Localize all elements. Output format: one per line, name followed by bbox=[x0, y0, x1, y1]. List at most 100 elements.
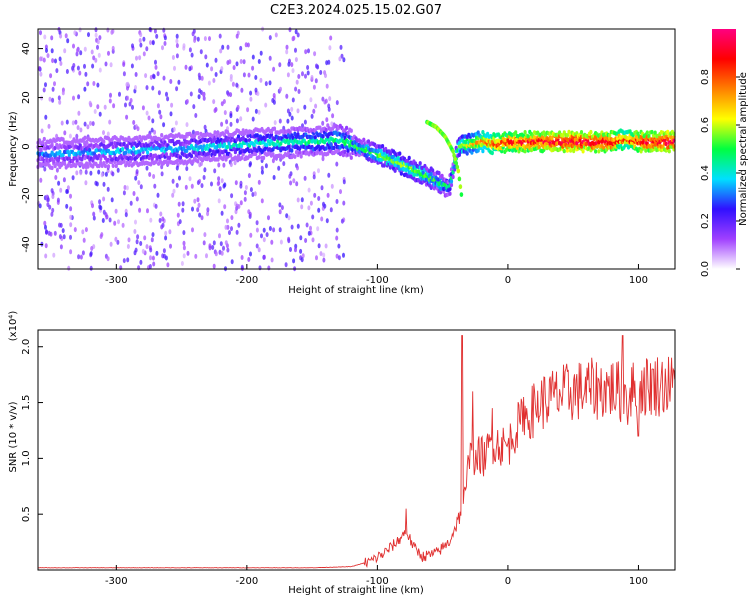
noise-speckle bbox=[69, 222, 73, 228]
x-tick-label: 100 bbox=[629, 576, 648, 587]
noise-speckle bbox=[294, 29, 298, 35]
noise-speckle bbox=[267, 265, 271, 271]
noise-speckle bbox=[240, 264, 244, 270]
ridge-cell bbox=[75, 158, 79, 163]
noise-speckle bbox=[59, 222, 63, 228]
noise-speckle bbox=[278, 118, 282, 124]
noise-speckle bbox=[175, 53, 179, 59]
noise-speckle bbox=[169, 111, 173, 117]
ridge-cell bbox=[244, 138, 248, 143]
noise-speckle bbox=[39, 56, 43, 62]
noise-speckle bbox=[278, 202, 282, 208]
noise-speckle bbox=[63, 130, 67, 136]
noise-speckle bbox=[98, 204, 102, 210]
branch-cell bbox=[457, 176, 462, 182]
noise-speckle bbox=[184, 184, 188, 190]
noise-speckle bbox=[214, 72, 218, 77]
ridge-cell bbox=[127, 162, 131, 168]
noise-speckle bbox=[178, 219, 182, 225]
noise-speckle bbox=[103, 104, 107, 110]
ridge-cell bbox=[348, 152, 352, 157]
noise-speckle bbox=[106, 27, 110, 33]
noise-speckle bbox=[67, 265, 71, 271]
ridge-cell bbox=[418, 161, 422, 166]
noise-speckle bbox=[59, 61, 63, 66]
x-tick-label: 0 bbox=[505, 275, 511, 286]
noise-speckle bbox=[196, 207, 200, 213]
noise-speckle bbox=[84, 169, 88, 175]
noise-speckle bbox=[52, 252, 56, 258]
noise-speckle bbox=[175, 182, 179, 188]
noise-speckle bbox=[134, 72, 138, 77]
noise-speckle bbox=[142, 36, 146, 42]
noise-speckle bbox=[170, 102, 174, 108]
ridge-cell bbox=[255, 133, 259, 138]
noise-speckle bbox=[262, 254, 266, 260]
noise-speckle bbox=[289, 180, 293, 186]
noise-speckle bbox=[102, 130, 105, 136]
ridge-cell bbox=[514, 130, 518, 135]
noise-speckle bbox=[200, 75, 204, 81]
noise-speckle bbox=[239, 200, 243, 206]
noise-speckle bbox=[151, 255, 155, 261]
noise-speckle bbox=[285, 49, 289, 55]
branch-cell bbox=[456, 168, 461, 174]
noise-speckle bbox=[254, 75, 258, 80]
ridge-cell bbox=[272, 126, 277, 131]
noise-speckle bbox=[299, 248, 303, 254]
ridge-cell bbox=[565, 133, 570, 138]
noise-speckle bbox=[199, 49, 203, 55]
noise-speckle bbox=[156, 192, 160, 198]
noise-speckle bbox=[225, 119, 229, 125]
noise-speckle bbox=[144, 73, 148, 79]
ridge-cell bbox=[246, 133, 250, 138]
noise-speckle bbox=[76, 125, 80, 131]
ridge-cell bbox=[360, 140, 364, 146]
noise-speckle bbox=[182, 245, 186, 251]
noise-speckle bbox=[272, 93, 276, 98]
noise-speckle bbox=[122, 71, 126, 77]
noise-speckle bbox=[81, 250, 85, 256]
noise-speckle bbox=[58, 234, 62, 240]
noise-speckle bbox=[202, 175, 206, 180]
y-tick-label: 0 bbox=[21, 143, 32, 149]
noise-speckle bbox=[191, 129, 195, 135]
noise-speckle bbox=[50, 188, 54, 194]
noise-speckle bbox=[154, 203, 158, 209]
noise-speckle bbox=[40, 128, 44, 134]
noise-speckle bbox=[122, 258, 126, 264]
noise-speckle bbox=[321, 120, 325, 126]
noise-speckle bbox=[104, 171, 108, 177]
ridge-cell bbox=[189, 153, 194, 159]
noise-speckle bbox=[288, 173, 292, 179]
ridge-cell bbox=[329, 142, 333, 147]
noise-speckle bbox=[44, 224, 47, 230]
noise-speckle bbox=[254, 108, 258, 114]
ridge-cell bbox=[131, 146, 136, 151]
ridge-cell bbox=[216, 149, 220, 154]
noise-speckle bbox=[159, 211, 163, 217]
noise-speckle bbox=[268, 80, 272, 86]
noise-speckle bbox=[191, 206, 194, 212]
noise-speckle bbox=[57, 180, 61, 186]
noise-speckle bbox=[78, 27, 82, 33]
ridge-cell bbox=[213, 130, 217, 135]
noise-speckle bbox=[240, 255, 244, 260]
noise-speckle bbox=[109, 62, 113, 68]
noise-speckle bbox=[304, 49, 308, 55]
y-tick-label: -40 bbox=[21, 236, 32, 252]
noise-speckle bbox=[196, 180, 200, 186]
noise-speckle bbox=[230, 259, 234, 265]
ridge-cell bbox=[515, 145, 519, 150]
noise-speckle bbox=[249, 96, 253, 102]
noise-speckle bbox=[290, 62, 294, 68]
ridge-cell bbox=[146, 150, 150, 155]
noise-speckle bbox=[221, 44, 225, 50]
noise-speckle bbox=[249, 232, 253, 238]
noise-speckle bbox=[203, 124, 207, 130]
snr-frame bbox=[37, 329, 676, 571]
noise-speckle bbox=[55, 68, 59, 74]
noise-speckle bbox=[50, 48, 54, 54]
noise-speckle bbox=[214, 251, 218, 257]
ridge-cell bbox=[293, 154, 297, 159]
